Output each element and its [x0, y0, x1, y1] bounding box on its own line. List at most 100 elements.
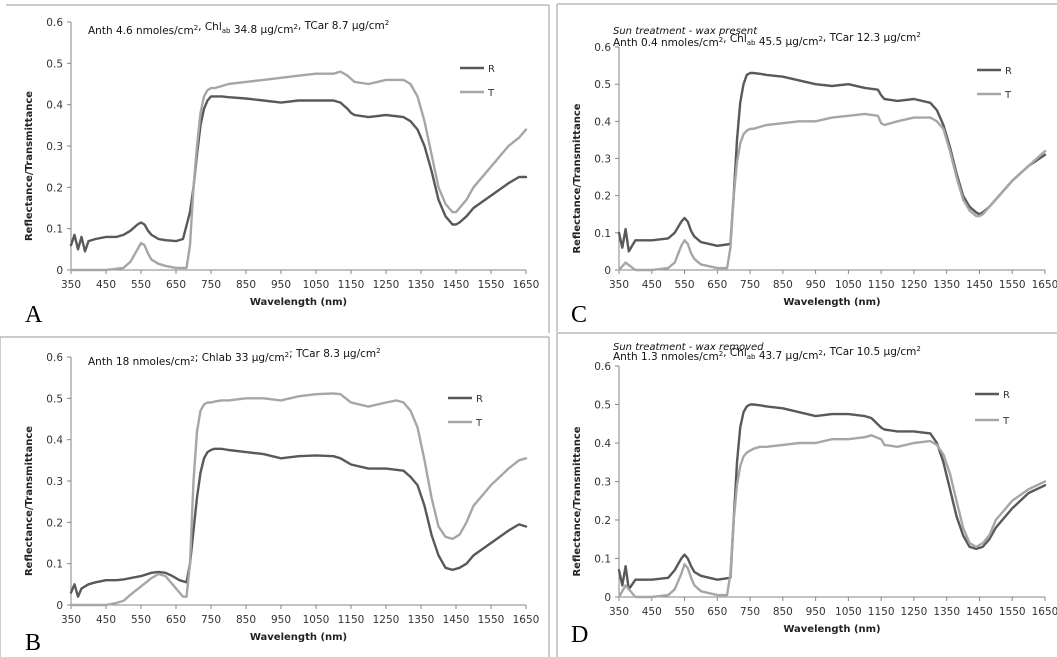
chart-c-x-tick-label: 850 [773, 279, 793, 291]
chart-d-annotation-part: ab [747, 353, 756, 361]
chart-d-y-tick-label: 0.6 [594, 361, 611, 373]
chart-a-x-tick-label: 1250 [373, 279, 400, 291]
chart-a-series-t-line [69, 70, 528, 272]
chart-panel-d: 0 0.1 0.2 0.3 0.4 0.5 0.6 350 450 550 650 750 850 950… [557, 334, 1057, 657]
chart-c-svg: 0 0.1 0.2 0.3 0.4 0.5 0.6 350 450 550 650 750 850 950… [571, 26, 1057, 328]
chart-a-x-tick-label: 850 [236, 279, 256, 291]
chart-d-x-tick-label: 350 [609, 606, 629, 618]
chart-c-x-tick-label: 1350 [933, 279, 960, 291]
chart-d-x-tick-label: 450 [642, 606, 662, 618]
chart-a-annotation: Anth 4.6 nmoles/cm2, Chlab 34.8 µg/cm2, … [88, 19, 389, 37]
chart-c-annotation-part: 2 [719, 36, 723, 44]
chart-a-y-tick-label: 0.4 [46, 100, 63, 112]
chart-a-y-tick-label: 0.2 [46, 182, 63, 194]
chart-d-x-tick-label: 950 [806, 606, 826, 618]
chart-d-x-tick-label: 750 [740, 606, 760, 618]
chart-c-x-tick-label: 650 [707, 279, 727, 291]
chart-a-annotation-part: 2 [293, 23, 297, 31]
chart-d-panel-letter: D [571, 622, 588, 648]
chart-b-legend-label-r: R [476, 394, 483, 405]
chart-b-series-r-line [69, 447, 528, 598]
chart-b-annotation: Anth 18 nmoles/cm2; Chlab 33 µg/cm2; TCa… [88, 347, 381, 368]
chart-b-x-tick-label: 550 [131, 614, 151, 626]
chart-d-legend-label-t: T [1002, 416, 1010, 427]
chart-a-x-tick-label: 1350 [408, 279, 435, 291]
chart-d-x-tick-label: 1650 [1032, 606, 1057, 618]
chart-panel-c: 0 0.1 0.2 0.3 0.4 0.5 0.6 350 450 550 650 750 850 950… [557, 2, 1057, 332]
chart-c-annotation-part: , TCar 12.3 µg/cm [823, 32, 917, 44]
chart-d-x-tick-label: 1250 [901, 606, 928, 618]
chart-d-x-tick-label: 1150 [868, 606, 895, 618]
chart-c-x-tick-label: 1050 [835, 279, 862, 291]
chart-b-annotation-part: 2 [190, 355, 194, 363]
chart-b-y-tick-label: 0.6 [46, 352, 63, 364]
chart-c-annotation-part: 2 [916, 31, 920, 39]
chart-panel-a: 0 0.1 0.2 0.3 0.4 0.5 0.6 350 450 550 650 750 850 950… [0, 0, 548, 330]
chart-d-y-tick-label: 0.5 [594, 400, 611, 412]
chart-a-x-tick-label: 1050 [303, 279, 330, 291]
chart-a-x-tick-label: 750 [201, 279, 221, 291]
chart-c-x-tick-label: 1250 [901, 279, 928, 291]
chart-c-x-tick-label: 750 [740, 279, 760, 291]
chart-c-y-tick-label: 0.3 [594, 154, 611, 166]
chart-c-annotation-part: 45.5 µg/cm [755, 36, 818, 48]
chart-b-svg: 0 0.1 0.2 0.3 0.4 0.5 0.6 350 450 550 650 750 850 950… [24, 347, 539, 656]
chart-d-annotation-part: 2 [818, 349, 822, 357]
chart-c-annotation-part: , Chl [723, 33, 747, 45]
chart-b-x-tick-label: 1550 [478, 614, 505, 626]
chart-c-panel-letter: C [571, 302, 587, 328]
chart-a-x-tick-label: 450 [96, 279, 116, 291]
chart-d-subtitle: Sun treatment - wax removed [613, 342, 764, 353]
chart-c-series-r-line [617, 71, 1047, 253]
chart-a-y-tick-label: 0.1 [46, 224, 63, 236]
chart-c-legend-label-r: R [1005, 66, 1012, 77]
chart-a-series-r-line [69, 95, 528, 253]
chart-b-annotation-part: 2 [376, 347, 380, 355]
chart-a-panel-letter: A [25, 302, 43, 328]
chart-b-x-tick-label: 1150 [338, 614, 365, 626]
chart-a-y-tick-label: 0.5 [46, 58, 63, 70]
chart-b-y-tick-label: 0.4 [46, 435, 63, 447]
chart-d-svg: 0 0.1 0.2 0.3 0.4 0.5 0.6 350 450 550 650 750 850 950… [571, 342, 1057, 648]
chart-c-x-tick-label: 550 [675, 279, 695, 291]
chart-a-y-tick-label: 0.3 [46, 141, 63, 153]
chart-b-y-tick-label: 0 [56, 600, 63, 612]
chart-d-y-tick-label: 0.2 [594, 515, 611, 527]
chart-a-legend-label-r: R [488, 64, 495, 75]
chart-c-y-tick-label: 0.5 [594, 79, 611, 91]
chart-b-x-tick-label: 1250 [373, 614, 400, 626]
chart-d-y-tick-label: 0.1 [594, 554, 611, 566]
chart-b-x-tick-label: 850 [236, 614, 256, 626]
chart-b-y-axis-title: Reflectance/Transmittance [24, 426, 35, 576]
chart-a-x-tick-label: 1650 [513, 279, 540, 291]
chart-c-y-tick-label: 0.1 [594, 228, 611, 240]
chart-b-x-tick-label: 950 [271, 614, 291, 626]
chart-b-annotation-part: 2 [285, 351, 289, 359]
chart-b-x-tick-label: 1450 [443, 614, 470, 626]
chart-c-x-tick-label: 950 [806, 279, 826, 291]
chart-b-y-tick-label: 0.3 [46, 476, 63, 488]
chart-d-annotation-part: 43.7 µg/cm [755, 350, 818, 362]
chart-d-legend-label-r: R [1003, 390, 1010, 401]
chart-a-y-tick-label: 0 [56, 265, 63, 277]
chart-c-x-tick-label: 450 [642, 279, 662, 291]
chart-c-subtitle: Sun treatment - wax present [613, 26, 758, 37]
chart-c-annotation: Anth 0.4 nmoles/cm2, Chlab 45.5 µg/cm2, … [613, 31, 921, 49]
chart-d-series-t-line [617, 434, 1047, 599]
chart-a-x-axis-title: Wavelength (nm) [250, 297, 347, 308]
chart-d-annotation: Anth 1.3 nmoles/cm2, Chlab 43.7 µg/cm2, … [613, 345, 921, 363]
chart-d-x-tick-label: 1550 [999, 606, 1026, 618]
chart-b-annotation-part: ; TCar 8.3 µg/cm [289, 348, 376, 360]
chart-d-series-r-line [617, 403, 1047, 591]
chart-a-annotation-part: 34.8 µg/cm [230, 24, 293, 36]
chart-a-annotation-part: , Chl [198, 21, 222, 33]
chart-d-y-tick-label: 0.3 [594, 477, 611, 489]
chart-b-x-tick-label: 750 [201, 614, 221, 626]
chart-b-y-tick-label: 0.2 [46, 517, 63, 529]
chart-d-x-tick-label: 850 [773, 606, 793, 618]
chart-a-x-tick-label: 1450 [443, 279, 470, 291]
chart-a-annotation-part: 2 [385, 19, 389, 27]
chart-b-x-axis-title: Wavelength (nm) [250, 632, 347, 643]
chart-d-y-axis-title: Reflectance/Transmittance [572, 426, 583, 576]
chart-a-annotation-part: , TCar 8.7 µg/cm [298, 20, 385, 32]
